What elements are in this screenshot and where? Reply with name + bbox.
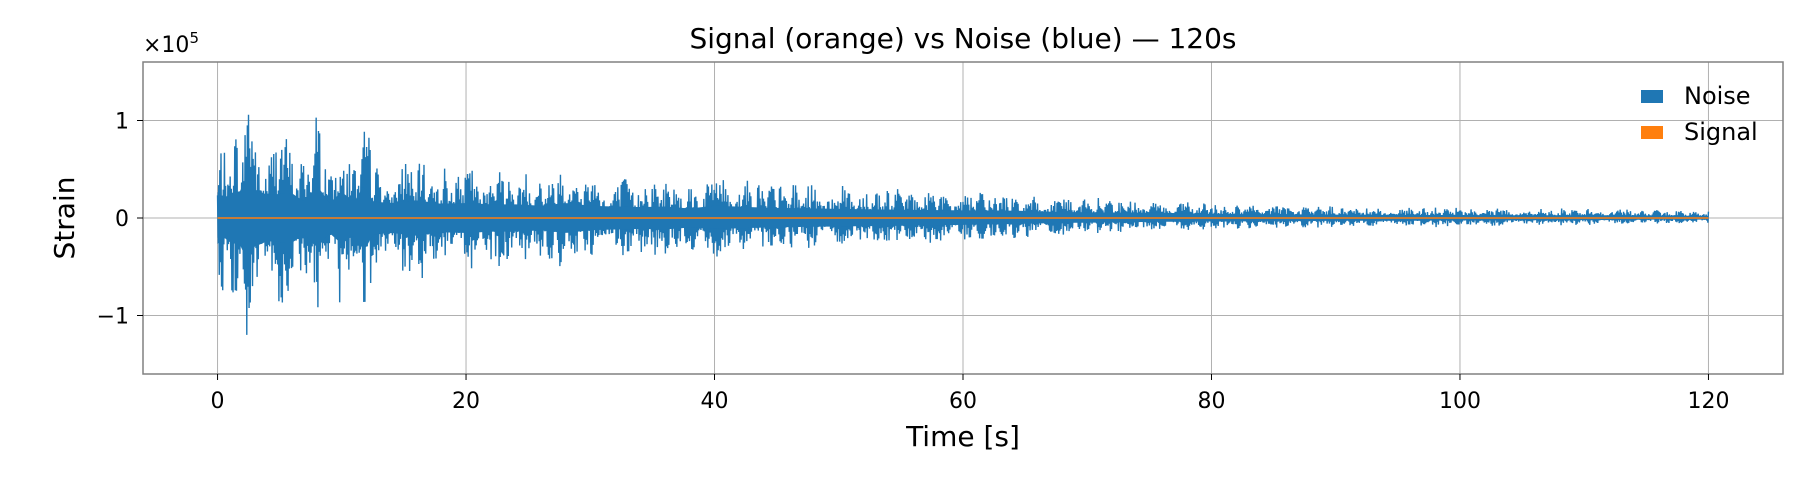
y-tick-label: 1 bbox=[115, 110, 129, 135]
chart-title: Signal (orange) vs Noise (blue) — 120s bbox=[689, 22, 1236, 55]
x-axis-label: Time [s] bbox=[905, 420, 1020, 453]
legend-swatch-signal bbox=[1641, 126, 1663, 139]
x-tick-label: 40 bbox=[701, 389, 729, 414]
x-tick-label: 0 bbox=[211, 389, 225, 414]
y-tick-label: 0 bbox=[115, 207, 129, 232]
x-tick-label: 20 bbox=[452, 389, 480, 414]
legend-label-noise: Noise bbox=[1684, 82, 1751, 110]
legend: Noise Signal bbox=[1641, 82, 1758, 146]
axis-ticks: 0 20 40 60 80 100 120 −1 0 1 bbox=[97, 110, 1730, 415]
y-axis-label: Strain bbox=[48, 177, 81, 260]
y-offset-exponent: 5 bbox=[189, 29, 199, 47]
legend-swatch-noise bbox=[1641, 90, 1663, 103]
x-tick-label: 80 bbox=[1197, 389, 1225, 414]
y-axis-offset-label: ×105 bbox=[143, 29, 199, 58]
legend-label-signal: Signal bbox=[1684, 118, 1758, 146]
x-tick-label: 100 bbox=[1439, 389, 1481, 414]
x-tick-label: 60 bbox=[949, 389, 977, 414]
y-offset-base: ×10 bbox=[143, 33, 189, 58]
x-tick-label: 120 bbox=[1687, 389, 1729, 414]
plot-series bbox=[216, 114, 1710, 335]
y-tick-label: −1 bbox=[97, 305, 129, 330]
